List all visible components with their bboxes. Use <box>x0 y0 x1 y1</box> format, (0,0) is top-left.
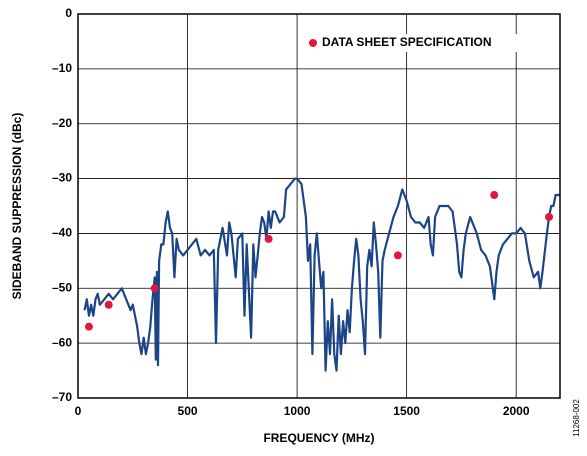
y-tick-label: –10 <box>52 61 72 75</box>
y-tick-label: –30 <box>52 171 72 185</box>
plot-frame <box>77 13 561 399</box>
data-point <box>264 234 273 243</box>
x-axis-label: FREQUENCY (MHz) <box>263 431 374 445</box>
x-tick-label: 0 <box>75 404 82 418</box>
data-line <box>83 177 560 372</box>
x-tick-label: 1000 <box>284 404 311 418</box>
x-tick-label: 2000 <box>503 404 530 418</box>
y-tick-label: –70 <box>52 390 72 404</box>
x-tick-label: 500 <box>178 404 198 418</box>
x-tick-label: 1500 <box>393 404 420 418</box>
legend-label: DATA SHEET SPECIFICATION <box>322 35 492 49</box>
y-tick-label: –40 <box>52 226 72 240</box>
y-tick-label: –60 <box>52 335 72 349</box>
y-tick-label: 0 <box>65 6 72 20</box>
y-tick-label: –20 <box>52 116 72 130</box>
data-point <box>490 191 499 200</box>
legend-marker <box>309 39 317 47</box>
data-point <box>104 300 113 309</box>
figure-id: 11268-002 <box>572 399 581 437</box>
data-point <box>545 212 554 221</box>
y-tick-label: –50 <box>52 280 72 294</box>
legend-bg <box>305 34 555 52</box>
data-point <box>393 251 402 260</box>
data-point <box>150 284 159 293</box>
data-point <box>84 322 93 331</box>
y-axis-label: SIDEBAND SUPPRESSION (dBc) <box>10 113 24 300</box>
